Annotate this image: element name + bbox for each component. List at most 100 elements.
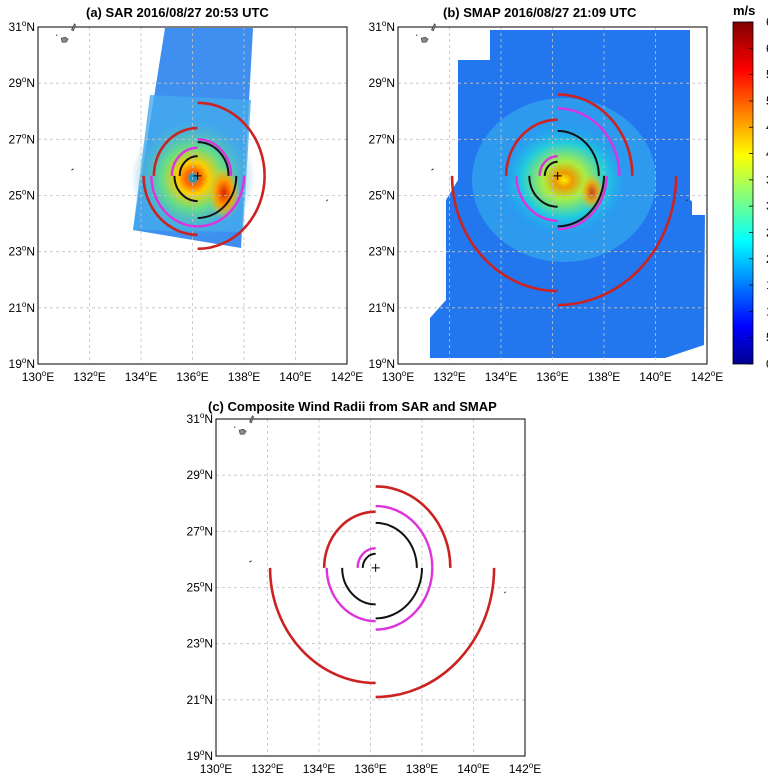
wind-radius-arc-r34	[557, 175, 678, 307]
colorbar-tick-label: 0	[766, 357, 768, 371]
colorbar	[732, 21, 754, 365]
lon-tick-label: 134oE	[485, 369, 518, 384]
colorbar-tick-label: 10	[766, 304, 768, 318]
lat-tick-label: 29oN	[9, 75, 35, 90]
lon-tick-label: 132oE	[251, 761, 284, 776]
lat-tick-label: 21oN	[369, 300, 395, 315]
wind-radius-arc-r50	[150, 175, 198, 228]
colorbar-tick-label: 55	[766, 68, 768, 82]
lon-tick-label: 142oE	[331, 369, 364, 384]
wind-radius-arc-r34	[557, 93, 634, 176]
colorbar-tick-label: 20	[766, 252, 768, 266]
wind-radius-arc-r64	[178, 155, 198, 176]
wind-radius-arc-r34	[142, 175, 198, 237]
lon-tick-label: 142oE	[691, 369, 724, 384]
panel-a-title: (a) SAR 2016/08/27 20:53 UTC	[86, 5, 269, 20]
colorbar-tick-label: 40	[766, 147, 768, 161]
wind-radius-arc-r50	[356, 546, 376, 568]
lat-tick-label: 31oN	[369, 19, 395, 34]
panel-c-frame	[215, 418, 526, 757]
wind-radius-arc-r64	[375, 521, 418, 568]
lat-tick-label: 25oN	[187, 580, 213, 595]
lat-tick-label: 21oN	[9, 300, 35, 315]
wind-radius-arc-r34	[197, 175, 266, 251]
wind-radius-arc-r64	[197, 141, 230, 176]
wind-radius-arc-r64	[341, 567, 376, 606]
lon-tick-label: 140oE	[279, 369, 312, 384]
colorbar-tick-label: 5	[766, 331, 768, 345]
lon-tick-label: 138oE	[588, 369, 621, 384]
storm-center-marker	[553, 171, 562, 180]
smap-wind-field	[430, 30, 706, 358]
island-landmass	[415, 23, 689, 202]
storm-center-marker	[193, 171, 202, 180]
wind-radius-arc-r34	[504, 118, 558, 176]
lon-tick-label: 130oE	[382, 369, 415, 384]
lon-tick-label: 134oE	[303, 761, 336, 776]
lon-tick-label: 132oE	[433, 369, 466, 384]
colorbar-tick-label: 45	[766, 120, 768, 134]
lon-tick-label: 138oE	[228, 369, 261, 384]
colorbar-unit: m/s	[733, 3, 756, 18]
wind-radius-arc-r34	[450, 175, 558, 293]
wind-radius-arc-r34	[375, 567, 496, 699]
panel-b-axes: 130oE 132oE 134oE 136oE 138oE 140oE 142oE 19oN 2…	[369, 19, 724, 384]
lat-tick-label: 27oN	[9, 131, 35, 146]
wind-radius-arc-r34	[152, 126, 198, 176]
lon-tick-label: 138oE	[406, 761, 439, 776]
storm-center-marker	[371, 563, 380, 572]
wind-radius-arc-r34	[375, 485, 452, 568]
panel-c-title: (c) Composite Wind Radii from SAR and SM…	[208, 399, 497, 414]
panel-b-title: (b) SMAP 2016/08/27 21:09 UTC	[443, 5, 637, 20]
lon-tick-label: 142oE	[509, 761, 542, 776]
lat-tick-label: 25oN	[369, 188, 395, 203]
lon-tick-label: 134oE	[125, 369, 158, 384]
lat-tick-label: 23oN	[369, 244, 395, 259]
lon-tick-label: 132oE	[73, 369, 106, 384]
colorbar-tick-label: 15	[766, 278, 768, 292]
lon-tick-label: 130oE	[200, 761, 233, 776]
wind-radius-arc-r50	[375, 504, 434, 568]
lat-tick-label: 23oN	[187, 636, 213, 651]
wind-radius-arc-r64	[543, 160, 558, 176]
colorbar-tick-label: 50	[766, 94, 768, 108]
lat-tick-label: 19oN	[9, 356, 35, 371]
panel-a-axes: 130oE 132oE 134oE 136oE 138oE 140oE 142oE 19oN 2…	[9, 19, 364, 384]
lat-tick-label: 29oN	[369, 75, 395, 90]
lon-tick-label: 140oE	[639, 369, 672, 384]
wind-radius-arc-r64	[361, 552, 376, 568]
panel-c-axes: 130oE 132oE 134oE 136oE 138oE 140oE 142oE 19oN 2…	[187, 411, 542, 776]
lon-tick-label: 136oE	[536, 369, 569, 384]
wind-radius-arc-r34	[268, 567, 376, 685]
island-landmass	[55, 23, 329, 202]
colorbar-tick-label: 65	[766, 15, 768, 29]
panel-b-frame	[397, 26, 708, 365]
lat-tick-label: 21oN	[187, 692, 213, 707]
wind-radius-arc-r50	[557, 175, 608, 231]
wind-radius-arc-r50	[170, 146, 198, 176]
lat-tick-label: 19oN	[369, 356, 395, 371]
lat-tick-label: 29oN	[187, 467, 213, 482]
wind-radius-arc-r50	[538, 154, 558, 176]
panel-a-frame	[37, 26, 348, 365]
lat-tick-label: 27oN	[187, 523, 213, 538]
wind-radius-arc-r64	[173, 175, 198, 203]
wind-radius-arc-r64	[197, 175, 238, 219]
wind-radius-arc-r64	[557, 129, 600, 176]
lon-tick-label: 136oE	[176, 369, 209, 384]
wind-radius-arc-r50	[515, 175, 558, 222]
lat-tick-label: 31oN	[187, 411, 213, 426]
lat-tick-label: 27oN	[369, 131, 395, 146]
colorbar-tick-label: 25	[766, 225, 768, 239]
colorbar-tick-label: 60	[766, 41, 768, 55]
wind-radius-arc-r50	[375, 567, 434, 631]
lon-tick-label: 140oE	[457, 761, 490, 776]
wind-radius-arc-r34	[197, 101, 266, 176]
lat-tick-label: 31oN	[9, 19, 35, 34]
lat-tick-label: 23oN	[9, 244, 35, 259]
sar-wind-swath	[131, 28, 255, 248]
lat-tick-label: 19oN	[187, 748, 213, 763]
wind-radius-arc-r64	[557, 175, 605, 228]
colorbar-tick-label: 35	[766, 173, 768, 187]
